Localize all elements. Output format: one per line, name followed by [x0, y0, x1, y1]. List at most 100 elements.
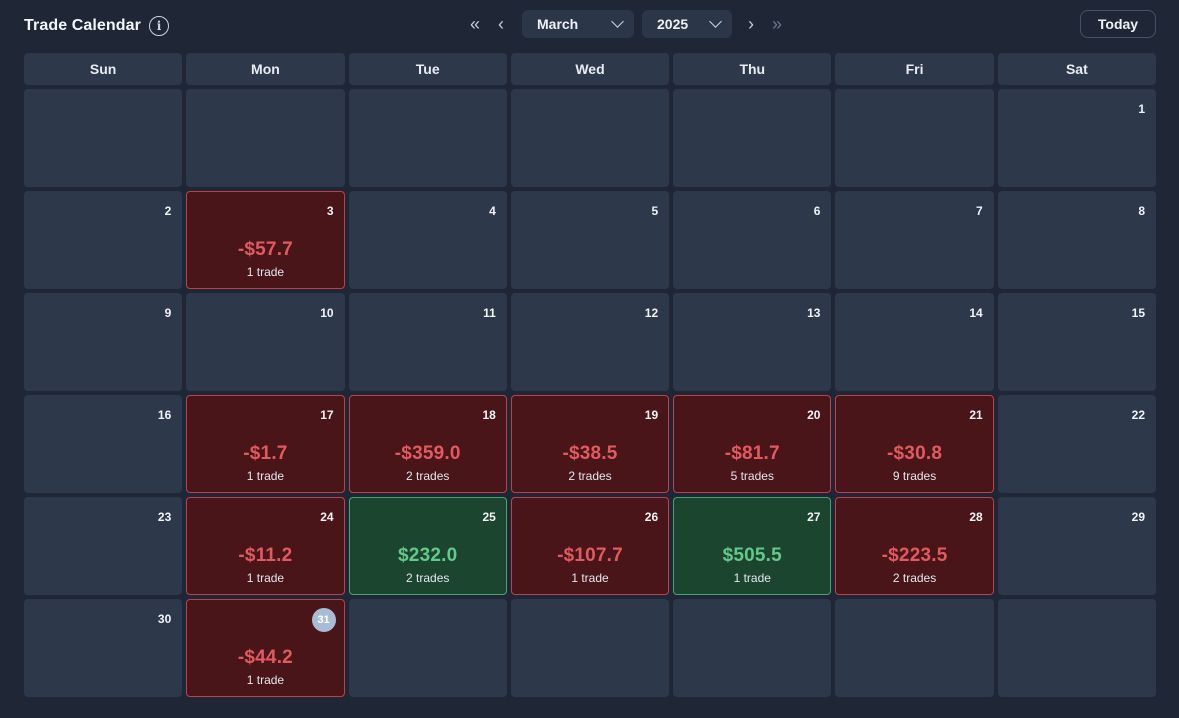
day-number: 30: [157, 612, 172, 626]
day-trade-count: 1 trade: [733, 571, 771, 585]
day-pnl: $232.0: [398, 545, 458, 566]
month-select[interactable]: March: [522, 10, 634, 38]
weekday-header-row: Sun Mon Tue Wed Thu Fri Sat: [24, 53, 1156, 85]
calendar-day-28[interactable]: 28 -$223.5 2 trades: [835, 497, 994, 595]
day-number: 13: [807, 306, 821, 320]
calendar-day-25[interactable]: 25 $232.0 2 trades: [348, 497, 507, 595]
day-pnl: -$57.7: [237, 239, 293, 260]
day-pnl: -$44.2: [237, 647, 293, 668]
day-number: 14: [969, 306, 983, 320]
prev-year-icon[interactable]: «: [469, 13, 480, 34]
calendar-cell-empty: [673, 89, 832, 187]
next-year-icon[interactable]: »: [771, 13, 782, 34]
day-pnl: -$223.5: [881, 545, 948, 566]
day-number: 23: [157, 510, 172, 524]
calendar-day-30[interactable]: 30: [24, 599, 183, 697]
chevron-down-icon: [709, 15, 722, 28]
day-number: 27: [807, 510, 821, 524]
day-pnl: -$1.7: [243, 443, 288, 464]
calendar-day-12[interactable]: 12: [510, 293, 670, 391]
day-number: 28: [969, 510, 983, 524]
day-pnl: -$38.5: [562, 443, 618, 464]
calendar-cell-empty: [997, 599, 1156, 697]
calendar-day-4[interactable]: 4: [348, 191, 507, 289]
day-trade-count: 1 trade: [246, 571, 285, 585]
day-trade-count: 1 trade: [246, 469, 285, 483]
day-number: 6: [813, 204, 821, 218]
calendar-cell-empty: [835, 89, 994, 187]
day-number: 25: [482, 510, 496, 524]
day-pnl: -$11.2: [238, 545, 293, 566]
day-number: 11: [483, 306, 496, 320]
day-number: 5: [651, 204, 659, 218]
year-select-value: 2025: [657, 16, 689, 32]
calendar-cell-empty: [510, 599, 670, 697]
calendar-day-31[interactable]: 31 -$44.2 1 trade: [186, 599, 345, 697]
day-trade-count: 1 trade: [246, 265, 285, 279]
prev-month-icon[interactable]: ‹: [498, 13, 504, 34]
day-trade-count: 2 trades: [406, 469, 450, 483]
day-number: 1: [1138, 102, 1145, 116]
calendar-day-7[interactable]: 7: [835, 191, 994, 289]
day-number: 12: [644, 306, 659, 320]
calendar-day-10[interactable]: 10: [186, 293, 345, 391]
weekday-wed: Wed: [510, 53, 670, 85]
year-select[interactable]: 2025: [642, 10, 732, 38]
calendar-day-16[interactable]: 16: [24, 395, 183, 493]
day-trade-count: 2 trades: [892, 571, 937, 585]
calendar-day-9[interactable]: 9: [24, 293, 183, 391]
weekday-thu: Thu: [673, 53, 832, 85]
calendar-cell-empty: [835, 599, 994, 697]
weekday-sat: Sat: [997, 53, 1156, 85]
weekday-fri: Fri: [835, 53, 994, 85]
chevron-down-icon: [611, 15, 624, 28]
day-number: 16: [157, 408, 172, 422]
calendar-day-8[interactable]: 8: [997, 191, 1156, 289]
calendar-day-18[interactable]: 18 -$359.0 2 trades: [348, 395, 507, 493]
calendar-cell-empty: [348, 89, 507, 187]
calendar-day-27[interactable]: 27 $505.5 1 trade: [673, 497, 832, 595]
calendar-day-29[interactable]: 29: [997, 497, 1156, 595]
next-month-icon[interactable]: ›: [748, 13, 754, 34]
calendar-day-1[interactable]: 1: [997, 89, 1156, 187]
day-number: 3: [326, 204, 334, 218]
day-number: 7: [976, 204, 983, 218]
calendar-day-3[interactable]: 3 -$57.7 1 trade: [186, 191, 345, 289]
day-number: 19: [644, 408, 659, 422]
calendar-day-15[interactable]: 15: [997, 293, 1156, 391]
calendar-day-6[interactable]: 6: [673, 191, 832, 289]
calendar-day-22[interactable]: 22: [997, 395, 1156, 493]
weekday-sun: Sun: [24, 53, 183, 85]
day-pnl: -$107.7: [557, 545, 623, 566]
day-number: 9: [164, 306, 172, 320]
calendar-day-14[interactable]: 14: [835, 293, 994, 391]
calendar-day-13[interactable]: 13: [673, 293, 832, 391]
title-group: Trade Calendar i: [24, 14, 170, 38]
calendar-day-19[interactable]: 19 -$38.5 2 trades: [510, 395, 670, 493]
calendar-cell-empty: [673, 599, 832, 697]
calendar-day-23[interactable]: 23: [24, 497, 183, 595]
day-trade-count: 2 trades: [568, 469, 612, 483]
today-button[interactable]: Today: [1080, 10, 1156, 38]
day-pnl: $505.5: [722, 545, 782, 566]
calendar-days-grid: 1 2 3 -$57.7 1 trade 4 5 6 7 8 9 10 11 12 13 14 15 16 17 -$…: [24, 89, 1156, 697]
day-number: 21: [969, 408, 983, 422]
day-pnl: -$359.0: [394, 443, 461, 464]
calendar-day-24[interactable]: 24 -$11.2 1 trade: [186, 497, 345, 595]
day-trade-count: 1 trade: [246, 673, 285, 687]
page-title: Trade Calendar: [24, 17, 142, 34]
calendar-day-17[interactable]: 17 -$1.7 1 trade: [186, 395, 345, 493]
calendar-day-5[interactable]: 5: [510, 191, 670, 289]
calendar-day-2[interactable]: 2: [24, 191, 183, 289]
calendar-cell-empty: [186, 89, 345, 187]
info-icon[interactable]: i: [149, 16, 170, 36]
day-number: 15: [1131, 306, 1145, 320]
calendar-day-20[interactable]: 20 -$81.7 5 trades: [673, 395, 832, 493]
day-trade-count: 9 trades: [892, 469, 937, 483]
day-number: 20: [807, 408, 821, 422]
calendar-day-26[interactable]: 26 -$107.7 1 trade: [510, 497, 670, 595]
calendar-day-11[interactable]: 11: [348, 293, 507, 391]
day-number: 29: [1131, 510, 1145, 524]
calendar-day-21[interactable]: 21 -$30.8 9 trades: [835, 395, 994, 493]
